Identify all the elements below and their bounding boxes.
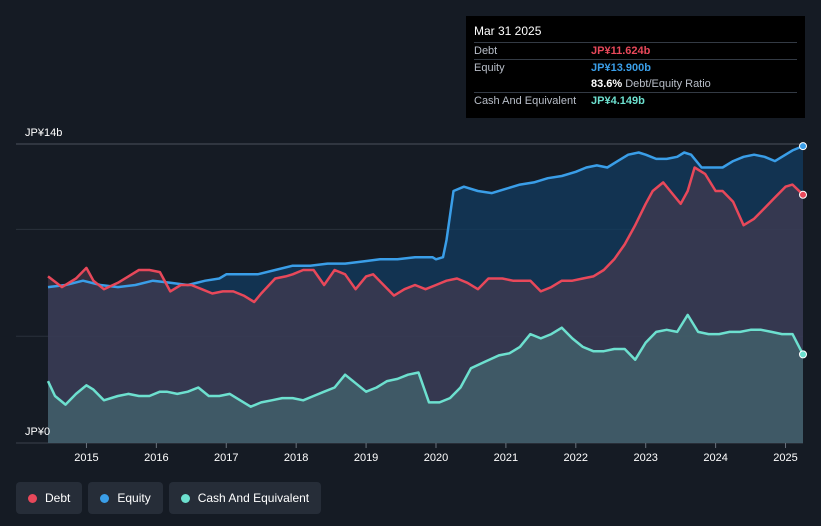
tooltip-label (474, 76, 591, 92)
tooltip-value: 83.6% (591, 78, 623, 90)
tooltip-row-equity: Equity JP¥13.900b (474, 59, 797, 76)
tooltip-label: Equity (474, 62, 505, 74)
tooltip-label: Cash And Equivalent (474, 95, 577, 107)
equity-line (47, 144, 804, 289)
tooltip-value: JP¥11.624b (591, 45, 651, 57)
x-tick-label: 2022 (564, 452, 588, 464)
debt-area (48, 167, 803, 443)
x-tick-label: 2016 (144, 452, 168, 464)
legend-item-cash[interactable]: Cash And Equivalent (168, 482, 322, 514)
legend-label: Debt (45, 491, 71, 505)
x-tick-label: 2017 (214, 452, 238, 464)
x-tick-label: 2019 (354, 452, 378, 464)
tooltip-date: Mar 31 2025 (474, 24, 542, 38)
series-areas (48, 146, 803, 443)
debt-line (47, 166, 804, 304)
cash-and-equivalent-end-marker (799, 350, 807, 359)
debt-end-marker (799, 190, 807, 199)
tooltip-row-cash: Cash And Equivalent JP¥4.149b (474, 92, 797, 109)
x-axis: 2015 2016 2017 2018 2019 2020 2021 2022 2023 2024… (74, 443, 798, 464)
y-axis-top-label: JP¥14b (25, 127, 62, 139)
legend-item-equity[interactable]: Equity (88, 482, 163, 514)
x-tick-label: 2023 (633, 452, 657, 464)
y-axis-bottom-label: JP¥0 (25, 426, 50, 438)
equity-dot-icon (100, 493, 110, 503)
x-tick-label: 2021 (494, 452, 518, 464)
tooltip-label: Debt (474, 45, 498, 57)
tooltip-value: JP¥13.900b (591, 62, 651, 74)
tooltip-value: JP¥4.149b (591, 95, 645, 107)
x-tick-label: 2025 (773, 452, 797, 464)
cash-and-equivalent-area (48, 314, 803, 443)
cash-and-equivalent-line (46, 313, 805, 408)
x-tick-label: 2018 (284, 452, 308, 464)
x-tick-label: 2020 (424, 452, 448, 464)
legend-label: Equity (117, 491, 151, 505)
legend: Debt Equity Cash And Equivalent (16, 482, 322, 514)
x-tick-label: 2015 (74, 452, 98, 464)
debt-dot-icon (28, 493, 37, 503)
equity-end-marker (799, 142, 807, 151)
tooltip-ratio-label: Debt/Equity Ratio (625, 78, 711, 90)
series-lines (46, 142, 807, 408)
cash-dot-icon (180, 493, 190, 503)
tooltip-row-debt: Debt JP¥11.624b (474, 42, 797, 59)
x-tick-label: 2024 (703, 452, 727, 464)
tooltip-row-ratio: 83.6% Debt/Equity Ratio (474, 76, 797, 92)
data-tooltip: Mar 31 2025 Debt JP¥11.624b Equity JP¥13… (466, 16, 805, 118)
legend-item-debt[interactable]: Debt (16, 482, 83, 514)
legend-label: Cash And Equivalent (197, 491, 310, 505)
